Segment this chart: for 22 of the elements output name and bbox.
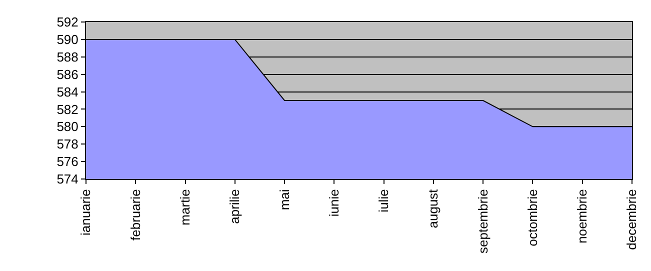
y-tick-label: 592 [56, 14, 78, 30]
y-tick-label: 588 [56, 49, 78, 64]
x-tick-label: noembrie [574, 189, 590, 244]
y-tick-label: 578 [56, 136, 78, 152]
y-tick-label: 576 [56, 154, 78, 170]
x-tick-label: februarie [128, 189, 143, 241]
y-tick-label: 582 [56, 102, 78, 117]
x-tick-label: mai [276, 189, 292, 210]
y-tick-label: 574 [56, 172, 78, 187]
x-tick-label: septembrie [475, 189, 490, 254]
x-tick-label: iulie [376, 189, 392, 212]
y-tick-label: 584 [56, 84, 78, 100]
x-tick-label: ianuarie [78, 189, 94, 236]
x-tick-label: octombrie [524, 189, 540, 246]
y-tick-label: 586 [56, 66, 78, 82]
y-tick-label: 580 [56, 119, 78, 134]
x-tick-label: martie [177, 189, 192, 226]
x-tick-label: august [426, 188, 441, 228]
x-tick-label: iunie [326, 189, 342, 217]
x-tick-label: aprilie [227, 189, 242, 224]
y-tick-label: 590 [56, 32, 78, 47]
x-tick-label: decembrie [624, 189, 640, 250]
